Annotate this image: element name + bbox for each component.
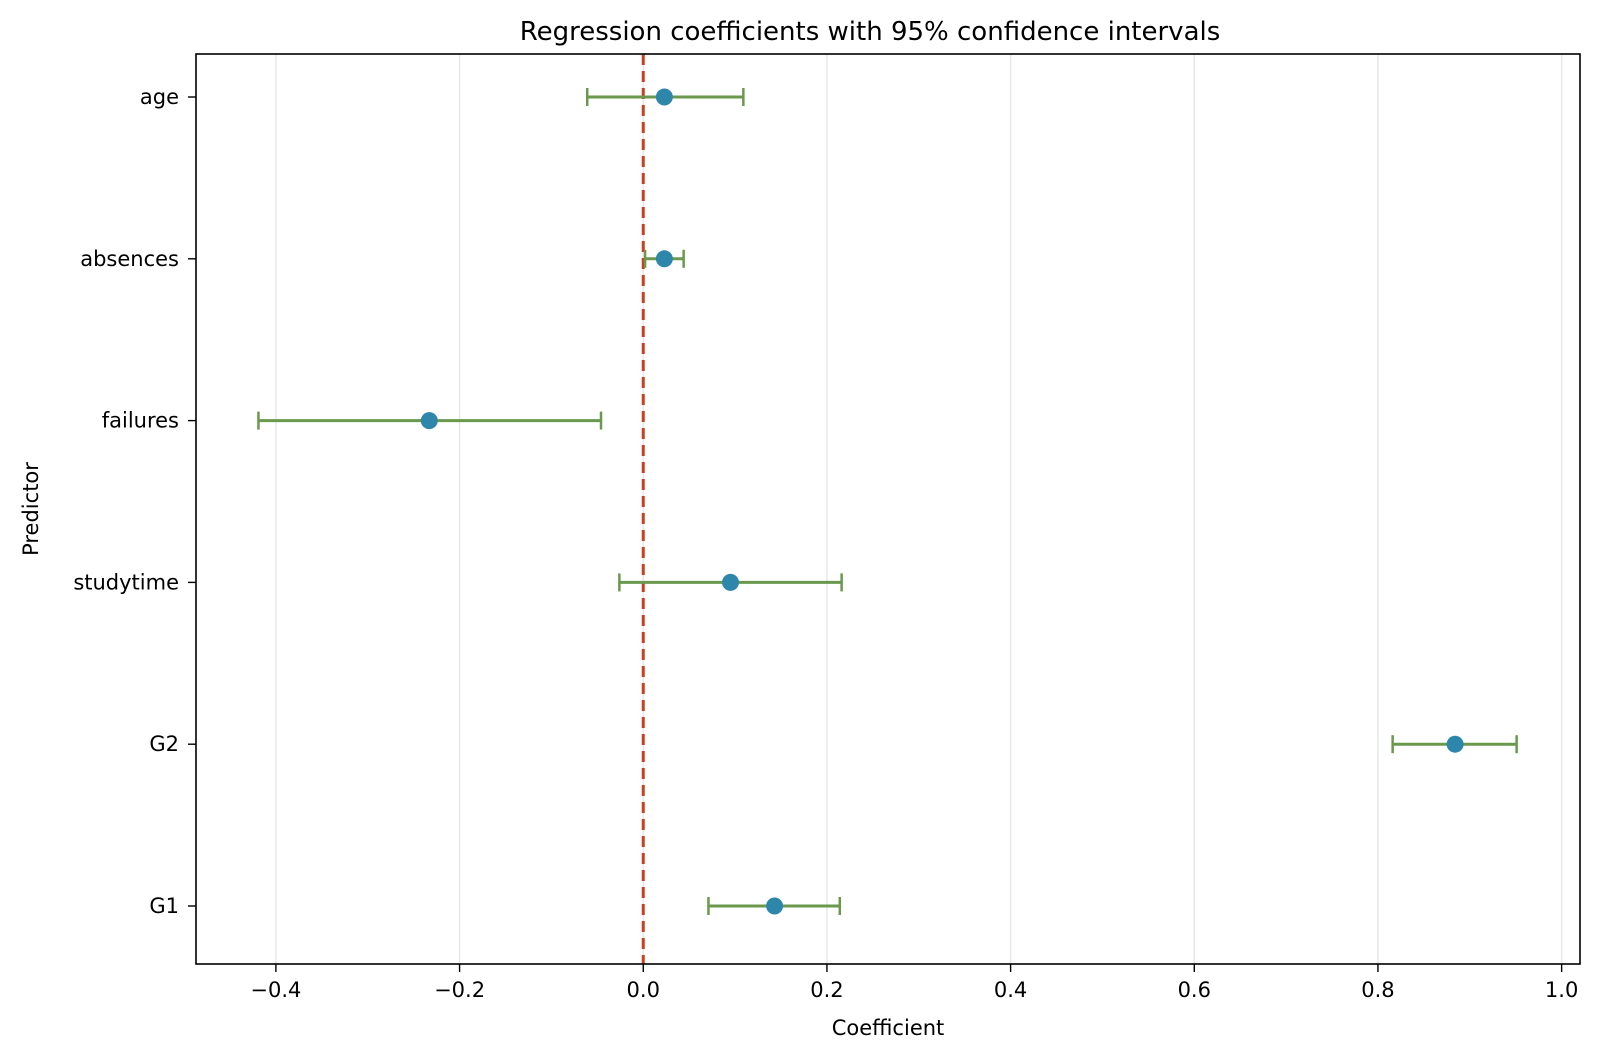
predictor-g2 <box>1391 735 1518 754</box>
coefficient-series <box>257 88 1518 915</box>
x-tick-label: 0.0 <box>627 978 660 1002</box>
coefficient-point <box>721 573 739 591</box>
y-tick-label: G1 <box>149 894 179 918</box>
plot-area-frame <box>195 53 1581 965</box>
coefficient-point <box>655 88 673 106</box>
x-tick-label: −0.2 <box>434 978 485 1002</box>
coefficient-point <box>420 412 438 430</box>
coefficient-point <box>1446 735 1464 753</box>
x-tick-label: 0.8 <box>1361 978 1394 1002</box>
y-tick-label: age <box>140 85 179 109</box>
x-tick-label: 1.0 <box>1545 978 1578 1002</box>
y-tick-label: G2 <box>149 732 179 756</box>
x-tick-label: 0.6 <box>1178 978 1211 1002</box>
coefficient-point <box>766 897 784 915</box>
y-tick-label: failures <box>102 409 179 433</box>
y-axis: age absences failures studytime G2 G1 <box>73 85 196 918</box>
y-tick-label: studytime <box>73 570 179 594</box>
x-tick-label: 0.2 <box>810 978 843 1002</box>
x-axis-label: Coefficient <box>832 1016 945 1040</box>
predictor-failures <box>257 411 603 430</box>
predictor-age <box>585 88 745 106</box>
y-tick-label: absences <box>80 247 179 271</box>
predictor-g1 <box>707 897 842 915</box>
y-axis-label: Predictor <box>19 462 43 556</box>
predictor-studytime <box>618 573 843 592</box>
grid-lines <box>275 54 1563 964</box>
x-tick-label: −0.4 <box>250 978 301 1002</box>
x-axis: −0.4 −0.2 0.0 0.2 0.4 0.6 0.8 1.0 <box>250 964 1578 1002</box>
predictor-absences <box>643 249 685 268</box>
x-tick-label: 0.4 <box>994 978 1027 1002</box>
chart-title: Regression coefficients with 95% confide… <box>520 17 1221 47</box>
coefficient-point <box>655 250 673 268</box>
